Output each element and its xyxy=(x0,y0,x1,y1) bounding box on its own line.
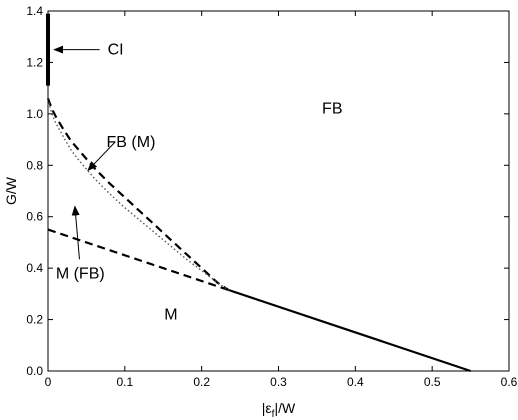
y-tick-label: 1.0 xyxy=(26,107,43,121)
annotation-arrow xyxy=(71,205,80,260)
x-tick-label: 0.6 xyxy=(501,375,518,389)
x-axis-label-subscript: f xyxy=(272,409,275,420)
y-tick-label: 0.4 xyxy=(26,261,43,275)
annotation-label: CI xyxy=(108,42,124,59)
y-tick-label: 0.6 xyxy=(26,210,43,224)
y-axis-label: G/W xyxy=(3,176,19,205)
x-tick-label: 0 xyxy=(45,375,52,389)
x-axis-label: |εf|/W xyxy=(262,400,296,420)
x-axis-label-tail: |/W xyxy=(274,400,296,416)
series-line-4 xyxy=(46,98,230,291)
y-tick-label: 0.0 xyxy=(26,364,43,378)
annotation-layer: CI FB (M) M (FB) FB M xyxy=(53,42,343,323)
x-tick-label: 0.3 xyxy=(270,375,287,389)
x-tick-label: 0.2 xyxy=(193,375,210,389)
y-tick-label: 0.2 xyxy=(26,313,43,327)
x-tick-label: 0.5 xyxy=(424,375,441,389)
annotation-label: M (FB) xyxy=(56,265,105,282)
series-layer xyxy=(46,13,471,373)
series-line-5 xyxy=(47,98,229,291)
x-tick-label: 0.1 xyxy=(116,375,133,389)
y-tick-label: 1.4 xyxy=(26,4,43,18)
annotation-label: FB (M) xyxy=(107,134,156,151)
series-line-2 xyxy=(228,288,471,373)
plot-frame xyxy=(47,10,510,372)
y-tick-label: 1.2 xyxy=(26,55,43,69)
annotation-label: M xyxy=(164,306,177,323)
y-tick-label: 0.8 xyxy=(26,158,43,172)
x-tick-label: 0.4 xyxy=(347,375,364,389)
x-axis-label-main: |ε xyxy=(262,400,272,416)
ticks-layer: 0 0.1 0.2 0.3 0.4 0.5 0.6 0.0 0.2 0.4 0.6 0.8 1.0 1.2… xyxy=(26,4,517,389)
annotation-label: FB xyxy=(322,101,342,118)
annotation-arrow xyxy=(87,141,116,172)
